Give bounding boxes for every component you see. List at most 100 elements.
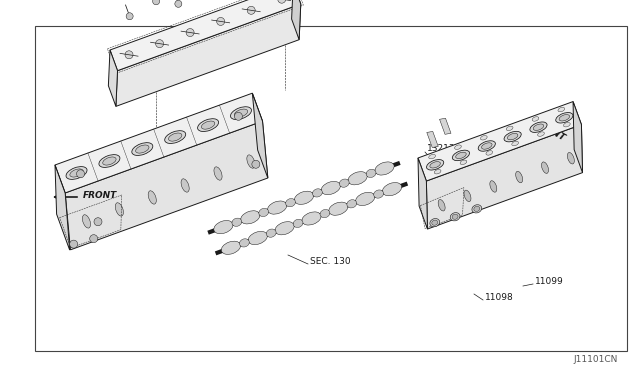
Ellipse shape <box>533 124 544 130</box>
Circle shape <box>234 112 243 120</box>
Circle shape <box>125 51 133 59</box>
Ellipse shape <box>321 182 340 195</box>
Ellipse shape <box>248 231 268 245</box>
Ellipse shape <box>132 142 153 155</box>
Ellipse shape <box>294 191 314 204</box>
Ellipse shape <box>241 211 260 224</box>
Ellipse shape <box>103 157 116 165</box>
Ellipse shape <box>312 189 323 197</box>
Ellipse shape <box>293 219 303 228</box>
Polygon shape <box>573 102 582 173</box>
Ellipse shape <box>66 167 87 179</box>
Ellipse shape <box>438 199 445 211</box>
Polygon shape <box>110 0 301 71</box>
Ellipse shape <box>320 209 330 218</box>
Circle shape <box>90 235 98 243</box>
Ellipse shape <box>452 150 470 161</box>
Polygon shape <box>55 165 70 250</box>
Ellipse shape <box>426 160 444 170</box>
Ellipse shape <box>486 151 493 155</box>
Circle shape <box>77 170 84 178</box>
Circle shape <box>217 17 225 25</box>
Circle shape <box>156 40 164 48</box>
Text: SEC. 130: SEC. 130 <box>310 257 351 266</box>
Ellipse shape <box>490 181 497 192</box>
Polygon shape <box>426 125 582 229</box>
Ellipse shape <box>275 222 294 235</box>
Ellipse shape <box>454 145 461 150</box>
Ellipse shape <box>452 214 458 219</box>
Polygon shape <box>427 131 438 147</box>
Ellipse shape <box>285 199 296 207</box>
Text: 11098: 11098 <box>485 294 514 302</box>
Ellipse shape <box>568 153 574 164</box>
Ellipse shape <box>198 119 219 132</box>
Ellipse shape <box>532 117 539 121</box>
Circle shape <box>126 13 133 20</box>
Ellipse shape <box>202 121 215 129</box>
Ellipse shape <box>512 141 518 146</box>
Ellipse shape <box>559 115 570 121</box>
Polygon shape <box>55 93 262 193</box>
Ellipse shape <box>99 155 120 167</box>
Polygon shape <box>116 4 301 106</box>
Ellipse shape <box>563 122 570 127</box>
Ellipse shape <box>234 109 248 117</box>
Ellipse shape <box>541 162 548 173</box>
Ellipse shape <box>456 152 466 158</box>
Text: FRONT: FRONT <box>83 190 117 199</box>
Ellipse shape <box>259 208 269 217</box>
Text: 11041M: 11041M <box>227 13 266 23</box>
Ellipse shape <box>214 221 233 234</box>
Ellipse shape <box>383 183 402 196</box>
Ellipse shape <box>70 169 83 177</box>
Ellipse shape <box>339 179 349 187</box>
Ellipse shape <box>247 155 255 168</box>
Ellipse shape <box>239 239 249 247</box>
Ellipse shape <box>556 113 573 123</box>
Circle shape <box>247 6 255 14</box>
Ellipse shape <box>266 229 276 237</box>
Ellipse shape <box>329 202 348 215</box>
Ellipse shape <box>164 131 186 144</box>
Ellipse shape <box>478 141 495 151</box>
Polygon shape <box>440 118 451 134</box>
Polygon shape <box>108 50 118 106</box>
Circle shape <box>186 29 194 36</box>
Circle shape <box>278 0 285 3</box>
Ellipse shape <box>516 171 523 183</box>
Circle shape <box>94 218 102 226</box>
Circle shape <box>252 160 260 168</box>
Ellipse shape <box>181 179 189 192</box>
Circle shape <box>70 240 77 248</box>
Text: 13213: 13213 <box>427 144 456 153</box>
Ellipse shape <box>356 192 375 205</box>
Ellipse shape <box>474 206 480 211</box>
Bar <box>35 26 627 351</box>
Ellipse shape <box>429 154 435 159</box>
Polygon shape <box>65 121 268 250</box>
Ellipse shape <box>366 169 376 177</box>
Ellipse shape <box>472 205 482 213</box>
Ellipse shape <box>504 131 521 142</box>
Ellipse shape <box>221 241 241 254</box>
Ellipse shape <box>230 107 252 119</box>
Ellipse shape <box>538 132 545 136</box>
Ellipse shape <box>435 170 441 174</box>
Ellipse shape <box>430 218 440 227</box>
Ellipse shape <box>450 213 460 221</box>
Circle shape <box>175 0 182 7</box>
Ellipse shape <box>558 108 564 112</box>
Ellipse shape <box>232 218 242 226</box>
Ellipse shape <box>530 122 547 132</box>
Ellipse shape <box>83 215 90 228</box>
Ellipse shape <box>268 201 287 214</box>
Ellipse shape <box>347 200 356 208</box>
Ellipse shape <box>506 126 513 131</box>
Text: J11101CN: J11101CN <box>573 356 618 365</box>
Ellipse shape <box>302 212 321 225</box>
Ellipse shape <box>115 203 124 216</box>
Ellipse shape <box>430 161 440 168</box>
Ellipse shape <box>136 145 149 153</box>
Polygon shape <box>252 93 268 178</box>
